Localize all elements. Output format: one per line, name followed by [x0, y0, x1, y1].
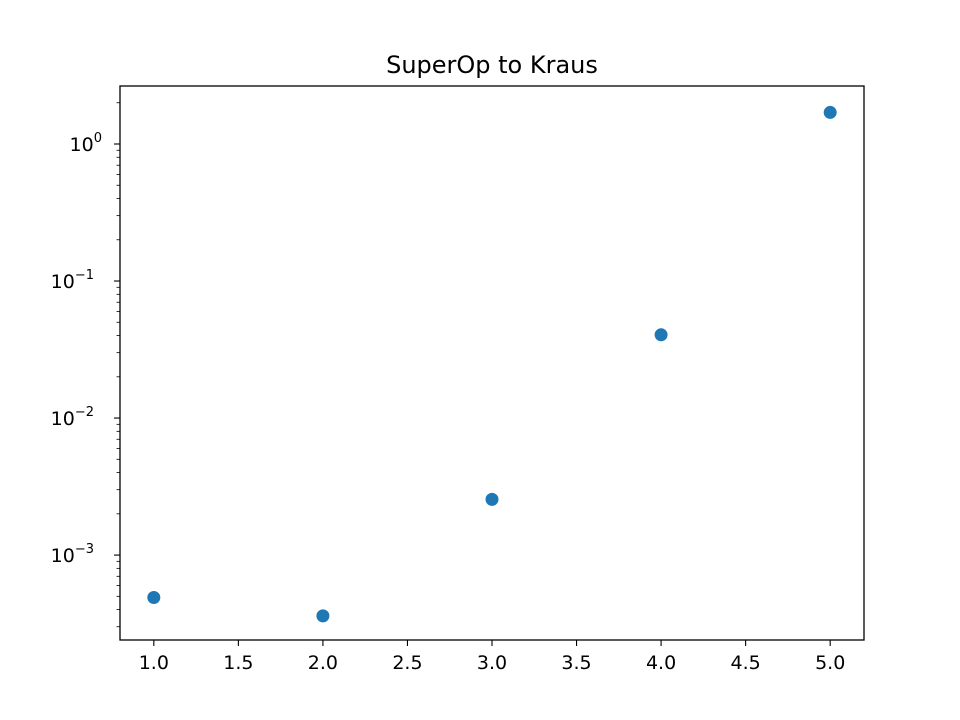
data-point: [147, 591, 161, 605]
x-tick-label: 3.5: [561, 652, 591, 674]
x-tick-label: 4.0: [646, 652, 676, 674]
data-point: [316, 609, 330, 623]
data-point: [654, 328, 668, 342]
y-tick-label: 10−2: [51, 405, 94, 430]
plot-area: 1.0 1.5 2.0 2.5 3.0 3.5 4.0 4.5 5.0 100 10−1 10−2 10…: [51, 85, 865, 674]
x-tick-label: 1.0: [139, 652, 169, 674]
y-tick-label: 10−3: [51, 542, 94, 567]
axes-frame: [119, 85, 865, 641]
data-point: [823, 105, 837, 119]
x-tick-label: 2.0: [308, 652, 338, 674]
x-tick-label: 5.0: [815, 652, 845, 674]
x-tick-label: 3.0: [477, 652, 507, 674]
y-tick-label: 10−1: [51, 268, 94, 293]
y-tick-label: 100: [70, 131, 102, 156]
x-tick-label: 4.5: [731, 652, 761, 674]
chart-title: SuperOp to Kraus: [386, 51, 598, 79]
x-tick-label: 2.5: [392, 652, 422, 674]
data-point: [485, 492, 499, 506]
x-tick-label: 1.5: [223, 652, 253, 674]
